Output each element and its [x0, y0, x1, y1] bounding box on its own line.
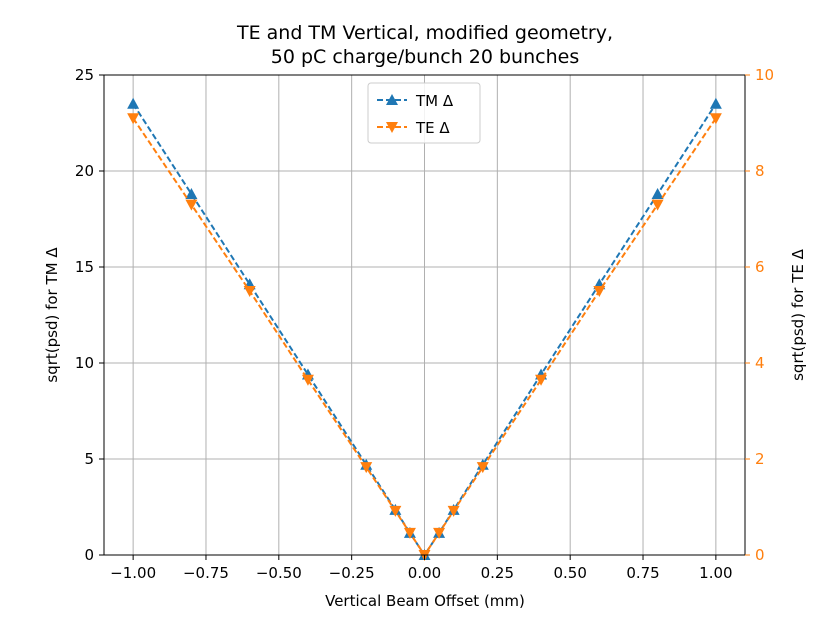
x-tick-label: 1.00	[699, 564, 732, 582]
data-point-tm	[709, 97, 722, 109]
data-point-te	[651, 199, 664, 211]
legend-te-marker	[386, 122, 398, 133]
data-point-te	[185, 199, 198, 211]
y-right-tick-label: 10	[755, 66, 774, 84]
chart-title-line-2: 50 pC charge/bunch 20 bunches	[271, 46, 579, 68]
x-tick-label: 0.25	[481, 564, 514, 582]
series-line-tm	[132, 103, 717, 557]
data-point-te	[593, 286, 606, 297]
x-tick-label: −0.50	[256, 564, 302, 582]
y-axis-label-left: sqrt(psd) for TM Δ	[43, 247, 61, 383]
data-point-te	[476, 462, 489, 474]
data-point-tm	[127, 97, 140, 109]
x-tick-label: −0.75	[183, 564, 229, 582]
y-right-tick-label: 8	[755, 162, 765, 180]
x-axis-label: Vertical Beam Offset (mm)	[325, 592, 525, 610]
data-point-te	[403, 527, 416, 539]
data-point-te	[709, 113, 722, 125]
data-point-te	[243, 286, 256, 297]
data-point-tm	[185, 188, 198, 200]
data-point-te	[535, 374, 548, 386]
y-left-tick-label: 20	[75, 162, 94, 180]
x-tick-label: 0.50	[553, 564, 586, 582]
data-point-te	[360, 462, 373, 474]
legend: TM Δ TE Δ	[367, 82, 481, 144]
data-point-te	[433, 527, 446, 539]
data-point-te	[301, 374, 314, 386]
data-point-te	[447, 505, 460, 517]
y-left-tick-label: 10	[75, 354, 94, 372]
y-axis-label-right: sqrt(psd) for TE Δ	[789, 248, 807, 381]
data-point-te	[389, 505, 402, 517]
y-right-tick-label: 4	[755, 354, 765, 372]
data-point-te	[127, 113, 140, 125]
x-tick-label: −0.25	[329, 564, 375, 582]
y-right-tick-label: 6	[755, 258, 765, 276]
y-right-tick-label: 0	[755, 546, 765, 564]
y-left-tick-label: 15	[75, 258, 94, 276]
legend-te-label: TE Δ	[415, 119, 450, 137]
legend-tm-label: TM Δ	[415, 92, 454, 110]
data-point-tm	[651, 188, 664, 200]
x-tick-label: −1.00	[110, 564, 156, 582]
y-left-tick-label: 0	[84, 546, 94, 564]
y-left-tick-label: 5	[84, 450, 94, 468]
x-tick-label: 0.00	[408, 564, 441, 582]
y-left-tick-label: 25	[75, 66, 94, 84]
x-tick-label: 0.75	[626, 564, 659, 582]
chart-title-line-1: TE and TM Vertical, modified geometry,	[236, 22, 613, 44]
y-right-tick-label: 2	[755, 450, 765, 468]
legend-tm-marker	[386, 94, 398, 105]
